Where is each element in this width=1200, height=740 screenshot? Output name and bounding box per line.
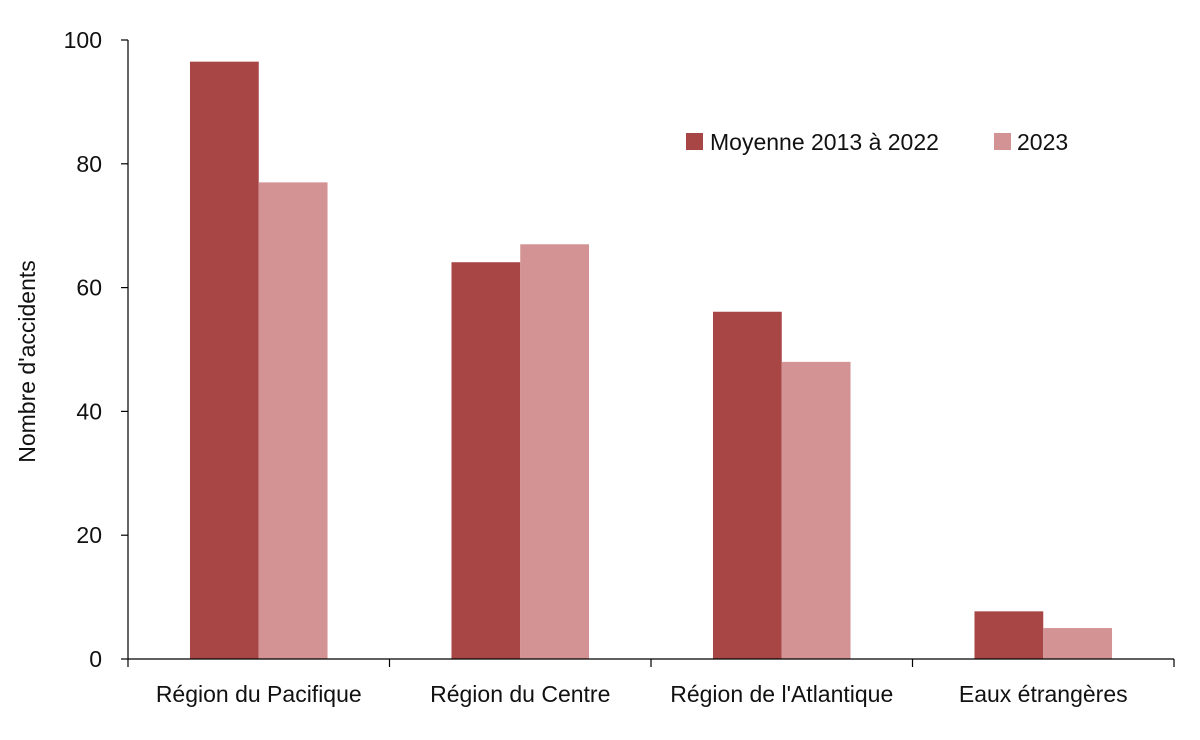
legend-label-1: 2023 [1017, 129, 1068, 155]
bar-moyenne-0 [189, 61, 259, 660]
x-category-label: Région du Pacifique [156, 681, 362, 707]
bars-group [189, 61, 1113, 660]
legend-swatch-0 [686, 133, 703, 150]
bar-moyenne-2 [712, 311, 782, 659]
x-category-label: Eaux étrangères [959, 681, 1128, 707]
y-tick-label: 80 [76, 151, 102, 177]
x-category-label: Région du Centre [430, 681, 610, 707]
bar-annee-0 [258, 182, 328, 659]
x-category-label: Région de l'Atlantique [670, 681, 893, 707]
bar-moyenne-3 [974, 611, 1044, 659]
bar-annee-2 [781, 361, 851, 659]
bar-annee-1 [520, 244, 590, 659]
legend: Moyenne 2013 à 2022 2023 [686, 129, 1068, 155]
x-ticks-group: Région du Pacifique Région du Centre Régio… [127, 659, 1175, 707]
y-tick-label: 0 [89, 646, 102, 672]
y-tick-label: 60 [76, 275, 102, 301]
y-tick-label: 100 [64, 27, 102, 53]
legend-swatch-1 [994, 133, 1011, 150]
y-tick-label: 40 [76, 398, 102, 424]
bar-moyenne-1 [451, 262, 521, 659]
y-axis-title: Nombre d'accidents [14, 260, 40, 463]
y-tick-label: 20 [76, 522, 102, 548]
y-ticks-group: 0 20 40 60 80 100 [64, 27, 128, 672]
legend-label-0: Moyenne 2013 à 2022 [710, 129, 939, 155]
bar-annee-3 [1043, 628, 1113, 659]
